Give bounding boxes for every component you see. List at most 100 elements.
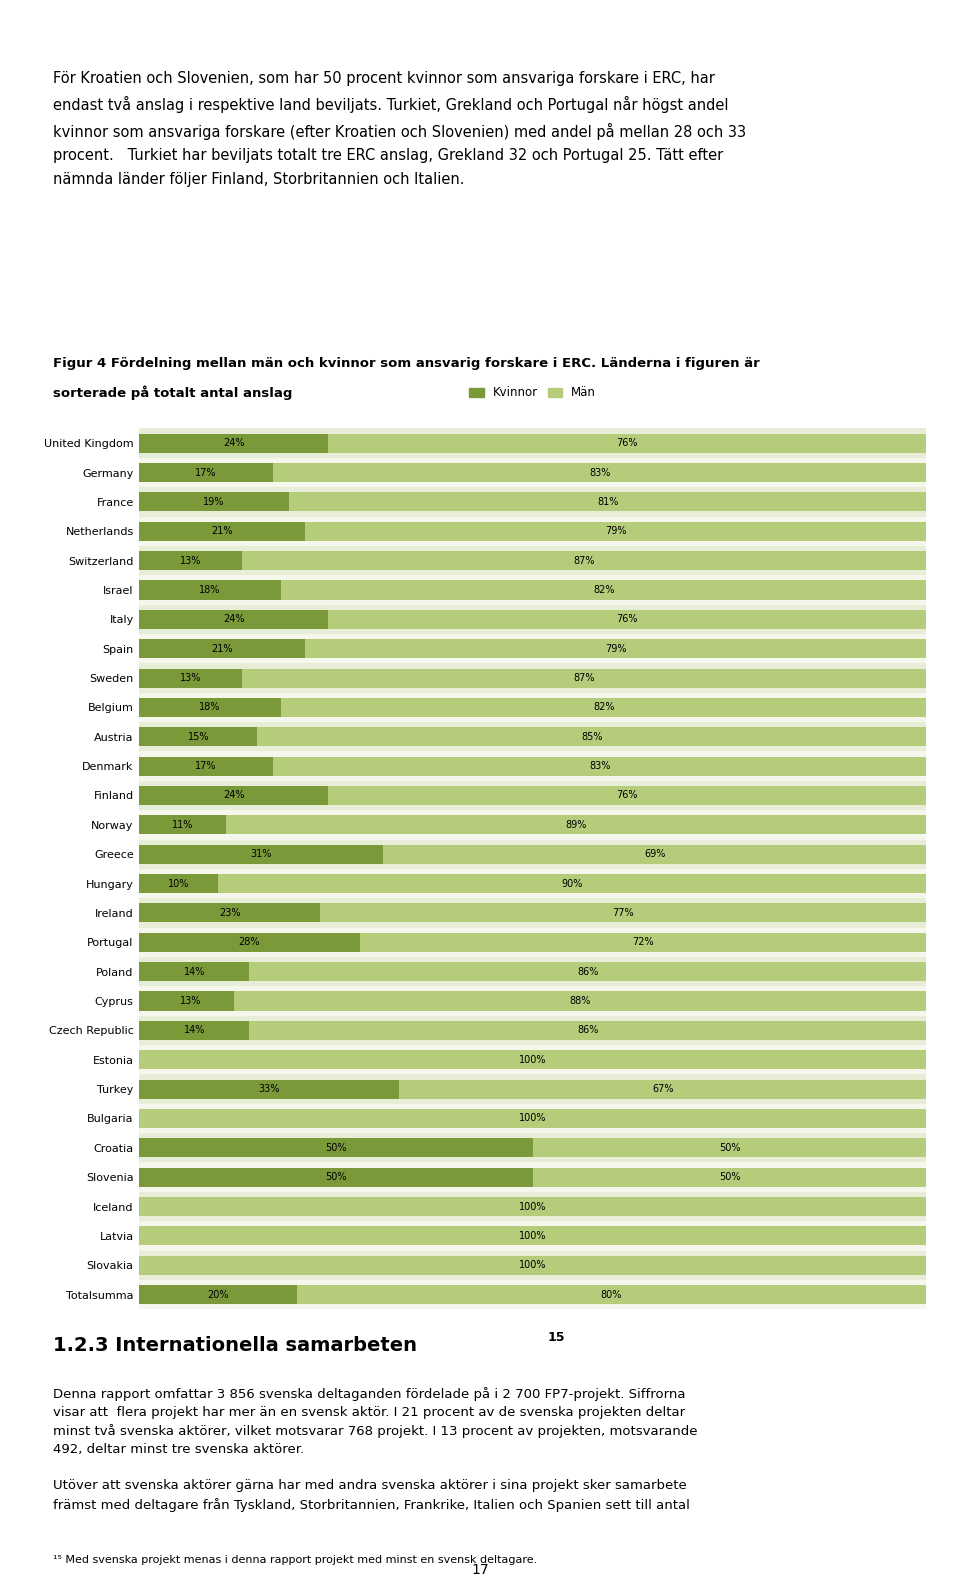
Bar <box>139 752 926 781</box>
Bar <box>139 487 926 517</box>
Text: 18%: 18% <box>200 703 221 713</box>
Text: 83%: 83% <box>589 468 611 478</box>
Bar <box>139 692 926 722</box>
Text: 13%: 13% <box>180 673 201 682</box>
Bar <box>304 640 926 659</box>
Text: 85%: 85% <box>581 732 603 741</box>
Bar <box>139 874 218 893</box>
Bar <box>360 933 926 952</box>
Text: 87%: 87% <box>573 673 594 682</box>
Bar <box>139 1074 926 1105</box>
Text: 79%: 79% <box>605 644 626 654</box>
Text: 11%: 11% <box>172 820 193 830</box>
Bar <box>139 551 242 570</box>
Legend: Kvinnor, Män: Kvinnor, Män <box>465 381 601 405</box>
Bar <box>242 551 926 570</box>
Bar <box>281 698 926 717</box>
Bar <box>233 992 926 1011</box>
Bar <box>139 1251 926 1279</box>
Bar <box>139 809 926 840</box>
Bar <box>139 1192 926 1222</box>
Bar <box>139 605 926 633</box>
Bar <box>139 1109 926 1128</box>
Text: 50%: 50% <box>719 1143 740 1152</box>
Bar <box>139 722 926 752</box>
Text: 20%: 20% <box>207 1290 228 1300</box>
Bar <box>533 1168 926 1187</box>
Bar <box>139 1020 250 1039</box>
Bar <box>328 609 926 628</box>
Text: 13%: 13% <box>180 555 201 565</box>
Bar <box>139 992 242 1011</box>
Text: Figur 4 Fördelning mellan män och kvinnor som ansvarig forskare i ERC. Länderna : Figur 4 Fördelning mellan män och kvinno… <box>53 357 759 370</box>
Bar <box>139 986 926 1016</box>
Text: 89%: 89% <box>565 820 587 830</box>
Text: 18%: 18% <box>200 586 221 595</box>
Text: 86%: 86% <box>577 966 599 976</box>
Text: 21%: 21% <box>211 527 232 536</box>
Bar <box>273 757 926 776</box>
Bar <box>139 727 257 746</box>
Bar <box>139 1197 926 1216</box>
Text: 87%: 87% <box>573 555 594 565</box>
Bar <box>281 581 926 600</box>
Text: 86%: 86% <box>577 1025 599 1035</box>
Bar <box>304 522 926 541</box>
Text: 21%: 21% <box>211 644 232 654</box>
Text: 23%: 23% <box>219 908 240 917</box>
Bar <box>139 546 926 574</box>
Bar <box>139 609 328 628</box>
Text: 88%: 88% <box>569 997 590 1006</box>
Text: 77%: 77% <box>612 908 635 917</box>
Bar <box>139 927 926 957</box>
Bar <box>139 1162 926 1192</box>
Text: 83%: 83% <box>589 762 611 771</box>
Bar <box>139 457 926 487</box>
Text: 81%: 81% <box>597 497 618 506</box>
Text: 67%: 67% <box>652 1084 673 1093</box>
Text: 76%: 76% <box>616 790 638 800</box>
Text: Utöver att svenska aktörer gärna har med andra svenska aktörer i sina projekt sk: Utöver att svenska aktörer gärna har med… <box>53 1479 689 1511</box>
Bar <box>139 668 242 687</box>
Text: 19%: 19% <box>204 497 225 506</box>
Text: 14%: 14% <box>183 1025 205 1035</box>
Text: 82%: 82% <box>593 703 614 713</box>
Text: 24%: 24% <box>223 438 245 448</box>
Text: 79%: 79% <box>605 527 626 536</box>
Bar <box>289 492 926 511</box>
Bar <box>139 1079 399 1098</box>
Bar <box>257 727 926 746</box>
Text: 100%: 100% <box>519 1055 546 1065</box>
Text: ¹⁵ Med svenska projekt menas i denna rapport projekt med minst en svensk deltaga: ¹⁵ Med svenska projekt menas i denna rap… <box>53 1555 537 1565</box>
Text: 31%: 31% <box>251 849 272 859</box>
Bar <box>139 957 926 986</box>
Text: 24%: 24% <box>223 790 245 800</box>
Text: 50%: 50% <box>325 1173 347 1182</box>
Bar <box>139 816 226 835</box>
Text: 17%: 17% <box>196 468 217 478</box>
Bar <box>139 962 250 981</box>
Bar <box>139 1133 926 1162</box>
Text: Denna rapport omfattar 3 856 svenska deltaganden fördelade på i 2 700 FP7-projek: Denna rapport omfattar 3 856 svenska del… <box>53 1387 697 1457</box>
Bar <box>139 1016 926 1044</box>
Bar <box>139 492 289 511</box>
Bar <box>242 668 926 687</box>
Bar <box>218 874 926 893</box>
Bar <box>139 933 360 952</box>
Bar <box>139 1279 926 1309</box>
Text: 100%: 100% <box>519 1114 546 1124</box>
Bar <box>139 1168 533 1187</box>
Text: 17%: 17% <box>196 762 217 771</box>
Text: 14%: 14% <box>183 966 205 976</box>
Text: 76%: 76% <box>616 614 638 624</box>
Text: sorterade på totalt antal anslag: sorterade på totalt antal anslag <box>53 386 292 400</box>
Bar <box>139 433 328 452</box>
Bar <box>139 574 926 605</box>
Bar <box>139 844 383 863</box>
Bar <box>139 1105 926 1133</box>
Text: 13%: 13% <box>180 997 201 1006</box>
Bar <box>399 1079 926 1098</box>
Text: 82%: 82% <box>593 586 614 595</box>
Bar <box>328 786 926 805</box>
Bar <box>139 698 281 717</box>
